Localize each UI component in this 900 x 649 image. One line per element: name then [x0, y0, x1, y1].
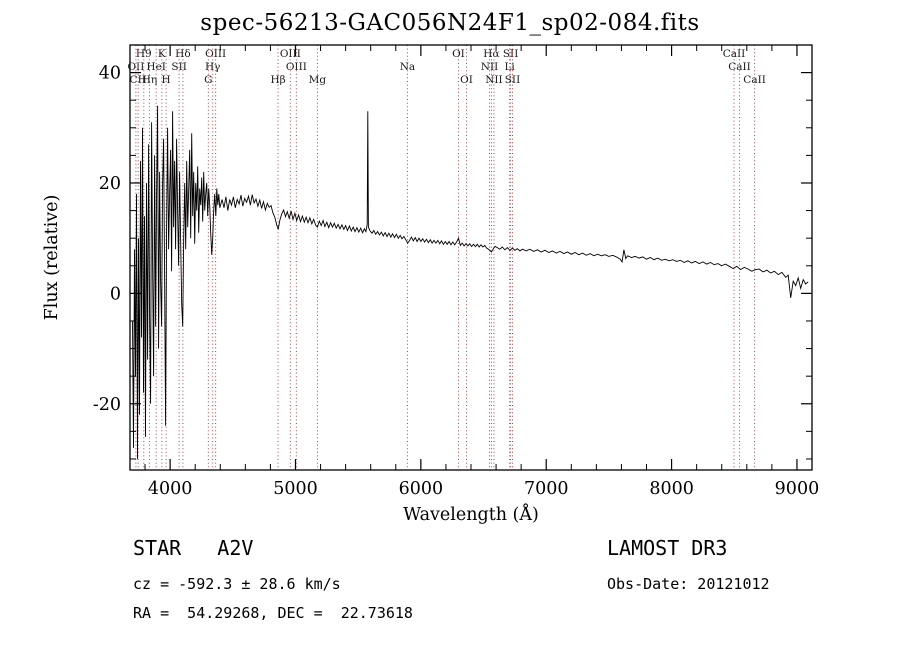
spectral-marker-label: CH — [130, 74, 147, 86]
spectral-marker-label: H9 — [136, 48, 152, 60]
spectral-marker-label: NII — [485, 74, 502, 86]
obs-date-label: Obs-Date: 20121012 — [607, 575, 770, 593]
spectral-marker-label: SII — [505, 74, 521, 86]
object-class-label: STAR A2V — [133, 536, 254, 560]
y-tick-label: -20 — [93, 395, 121, 415]
spectrum-trace — [132, 105, 809, 460]
y-tick-label: 20 — [99, 174, 121, 194]
spectral-marker-label: CaII — [723, 48, 746, 60]
plot-box — [129, 44, 813, 471]
spectral-marker-label: SII — [171, 61, 187, 73]
spectral-marker-label: Mg — [309, 74, 327, 86]
spectral-marker-label: SII — [503, 48, 519, 60]
spectral-marker-label: G — [204, 74, 212, 86]
x-tick-label: 8000 — [649, 479, 694, 499]
spectral-marker-label: Hα — [483, 48, 499, 60]
spectral-marker-label: OIII — [286, 61, 307, 73]
y-tick-label: 40 — [99, 64, 121, 84]
x-axis-title: Wavelength (Å) — [403, 504, 539, 525]
x-tick-label: 5000 — [273, 479, 318, 499]
spectral-marker-label: OIII — [205, 48, 226, 60]
x-tick-label: 9000 — [775, 479, 820, 499]
spectral-marker-label: OIII — [280, 48, 301, 60]
spectral-marker-label: Hγ — [205, 61, 220, 73]
x-tick-label: 6000 — [399, 479, 444, 499]
spectral-marker-label: HeI — [146, 61, 166, 73]
coords-label: RA = 54.29268, DEC = 22.73618 — [133, 604, 413, 622]
x-tick-label: 7000 — [524, 479, 569, 499]
spectral-marker-label: Li — [504, 61, 515, 73]
y-axis-title: Flux (relative) — [42, 195, 62, 321]
survey-label: LAMOST DR3 — [607, 536, 728, 560]
spectral-marker-label: OI — [452, 48, 465, 60]
spectral-marker-label: Na — [400, 61, 415, 73]
spectral-marker-label: OI — [460, 74, 473, 86]
spectral-marker-label: H — [162, 74, 171, 86]
spectral-marker-label: K — [158, 48, 166, 60]
cz-label: cz = -592.3 ± 28.6 km/s — [133, 575, 341, 593]
y-tick-label: 0 — [110, 284, 121, 304]
spectral-marker-label: NII — [481, 61, 498, 73]
spectral-marker-label: Hδ — [175, 48, 190, 60]
spectral-marker-label: CaII — [743, 74, 766, 86]
chart-title: spec-56213-GAC056N24F1_sp02-084.fits — [200, 10, 700, 36]
spectral-marker-label: OII — [127, 61, 144, 73]
spectral-marker-label: CaII — [728, 61, 751, 73]
spectral-marker-label: Hη — [142, 74, 157, 86]
spectral-marker-label: Hβ — [270, 74, 285, 86]
x-tick-label: 4000 — [148, 479, 193, 499]
